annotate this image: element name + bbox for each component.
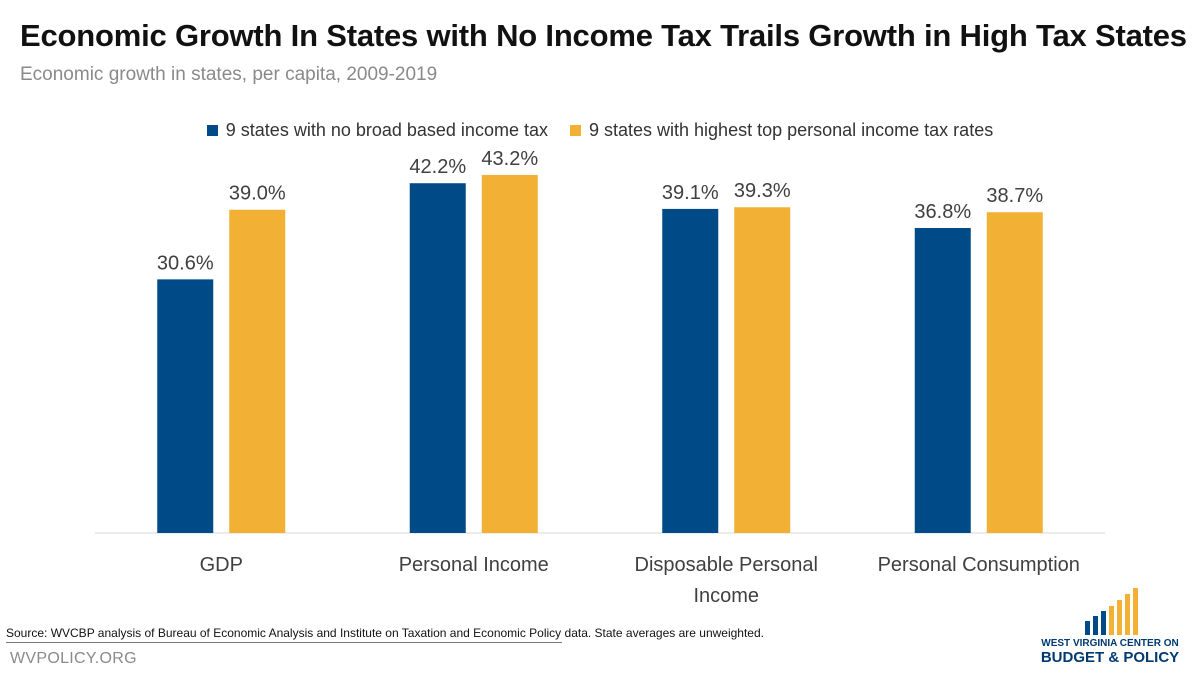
logo-text-line2: BUDGET & POLICY — [1040, 649, 1180, 666]
category-label-3: Personal Consumption — [878, 554, 1080, 576]
legend-swatch-no-income-tax — [206, 125, 218, 136]
source-note: Source: WVCBP analysis of Bureau of Econ… — [6, 626, 764, 640]
data-label-2-0: 39.1% — [662, 182, 719, 204]
bar-1-1 — [481, 174, 538, 534]
category-label-2-0: Disposable Personal — [635, 554, 818, 576]
data-label-1-1: 43.2% — [481, 148, 538, 170]
bar-0-0 — [157, 279, 214, 533]
chart-title: Economic Growth In States with No Income… — [20, 18, 1187, 53]
category-label-2-1: Income — [693, 585, 759, 607]
bar-logo-icon — [1085, 588, 1138, 635]
wvcbp-logo: WEST VIRGINIA CENTER ON BUDGET & POLICY — [1025, 585, 1195, 670]
logo-text-line1: WEST VIRGINIA CENTER ON — [1041, 638, 1179, 649]
legend-label-no-income-tax: 9 states with no broad based income tax — [225, 120, 548, 140]
legend-swatch-highest-tax — [569, 125, 581, 136]
site-url: WVPOLICY.ORG — [10, 650, 137, 667]
bar-2-0 — [662, 208, 719, 533]
bar-0-1 — [229, 209, 286, 533]
category-label-1: Personal Income — [399, 554, 549, 576]
data-label-3-1: 38.7% — [986, 185, 1043, 207]
legend: 9 states with no broad based income tax … — [0, 120, 1200, 141]
data-label-0-0: 30.6% — [157, 252, 214, 274]
category-label-0: GDP — [200, 554, 243, 576]
data-label-1-0: 42.2% — [409, 156, 466, 178]
legend-label-highest-tax: 9 states with highest top personal incom… — [588, 120, 994, 140]
legend-item-highest-tax: 9 states with highest top personal incom… — [569, 120, 994, 141]
data-label-2-1: 39.3% — [734, 180, 791, 202]
chart-subtitle: Economic growth in states, per capita, 2… — [20, 64, 438, 85]
bar-2-1 — [734, 207, 791, 533]
bar-3-1 — [986, 212, 1043, 533]
data-label-3-0: 36.8% — [914, 201, 971, 223]
legend-item-no-income-tax: 9 states with no broad based income tax — [206, 120, 548, 141]
data-label-0-1: 39.0% — [229, 183, 286, 205]
bar-3-0 — [914, 227, 971, 534]
source-divider — [6, 642, 562, 643]
bar-1-0 — [409, 183, 466, 533]
